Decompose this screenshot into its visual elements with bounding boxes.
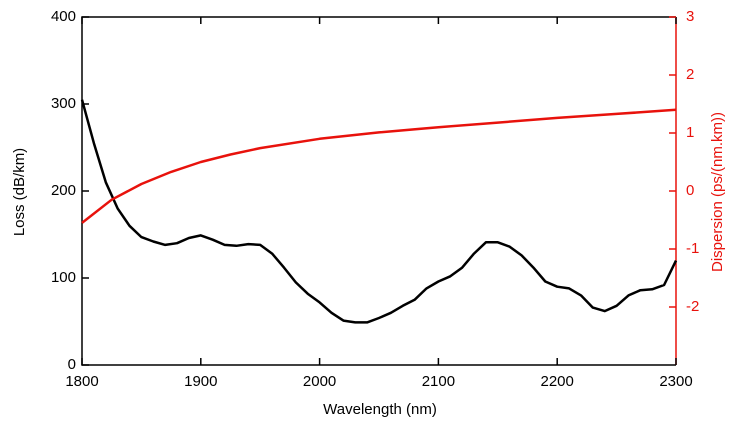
y2-tick-label: -1 <box>686 240 699 257</box>
x-tick-label: 2200 <box>541 373 574 390</box>
y-tick-label: 400 <box>51 8 76 25</box>
y2-tick-label: 2 <box>686 66 694 83</box>
x-tick-label: 2300 <box>659 373 692 390</box>
y-tick-label: 0 <box>68 356 76 373</box>
y2-axis-label: Dispersion (ps/(nm.km)) <box>709 112 726 272</box>
x-tick-label: 2000 <box>303 373 336 390</box>
axis-frame <box>81 16 676 366</box>
y-tick-label: 300 <box>51 95 76 112</box>
y-tick-label: 200 <box>51 182 76 199</box>
y-tick-label: 100 <box>51 269 76 286</box>
y2-tick-label: 1 <box>686 124 694 141</box>
x-tick-label: 2100 <box>422 373 455 390</box>
y2-tick-label: 0 <box>686 182 694 199</box>
x-tick-label: 1800 <box>65 373 98 390</box>
x-tick-label: 1900 <box>184 373 217 390</box>
y2-tick-label: -2 <box>686 298 699 315</box>
y-axis-label: Loss (dB/km) <box>11 148 28 236</box>
y2-tick-label: 3 <box>686 8 694 25</box>
x-axis-label: Wavelength (nm) <box>323 401 437 418</box>
data-line <box>81 108 677 224</box>
data-line <box>80 99 678 324</box>
